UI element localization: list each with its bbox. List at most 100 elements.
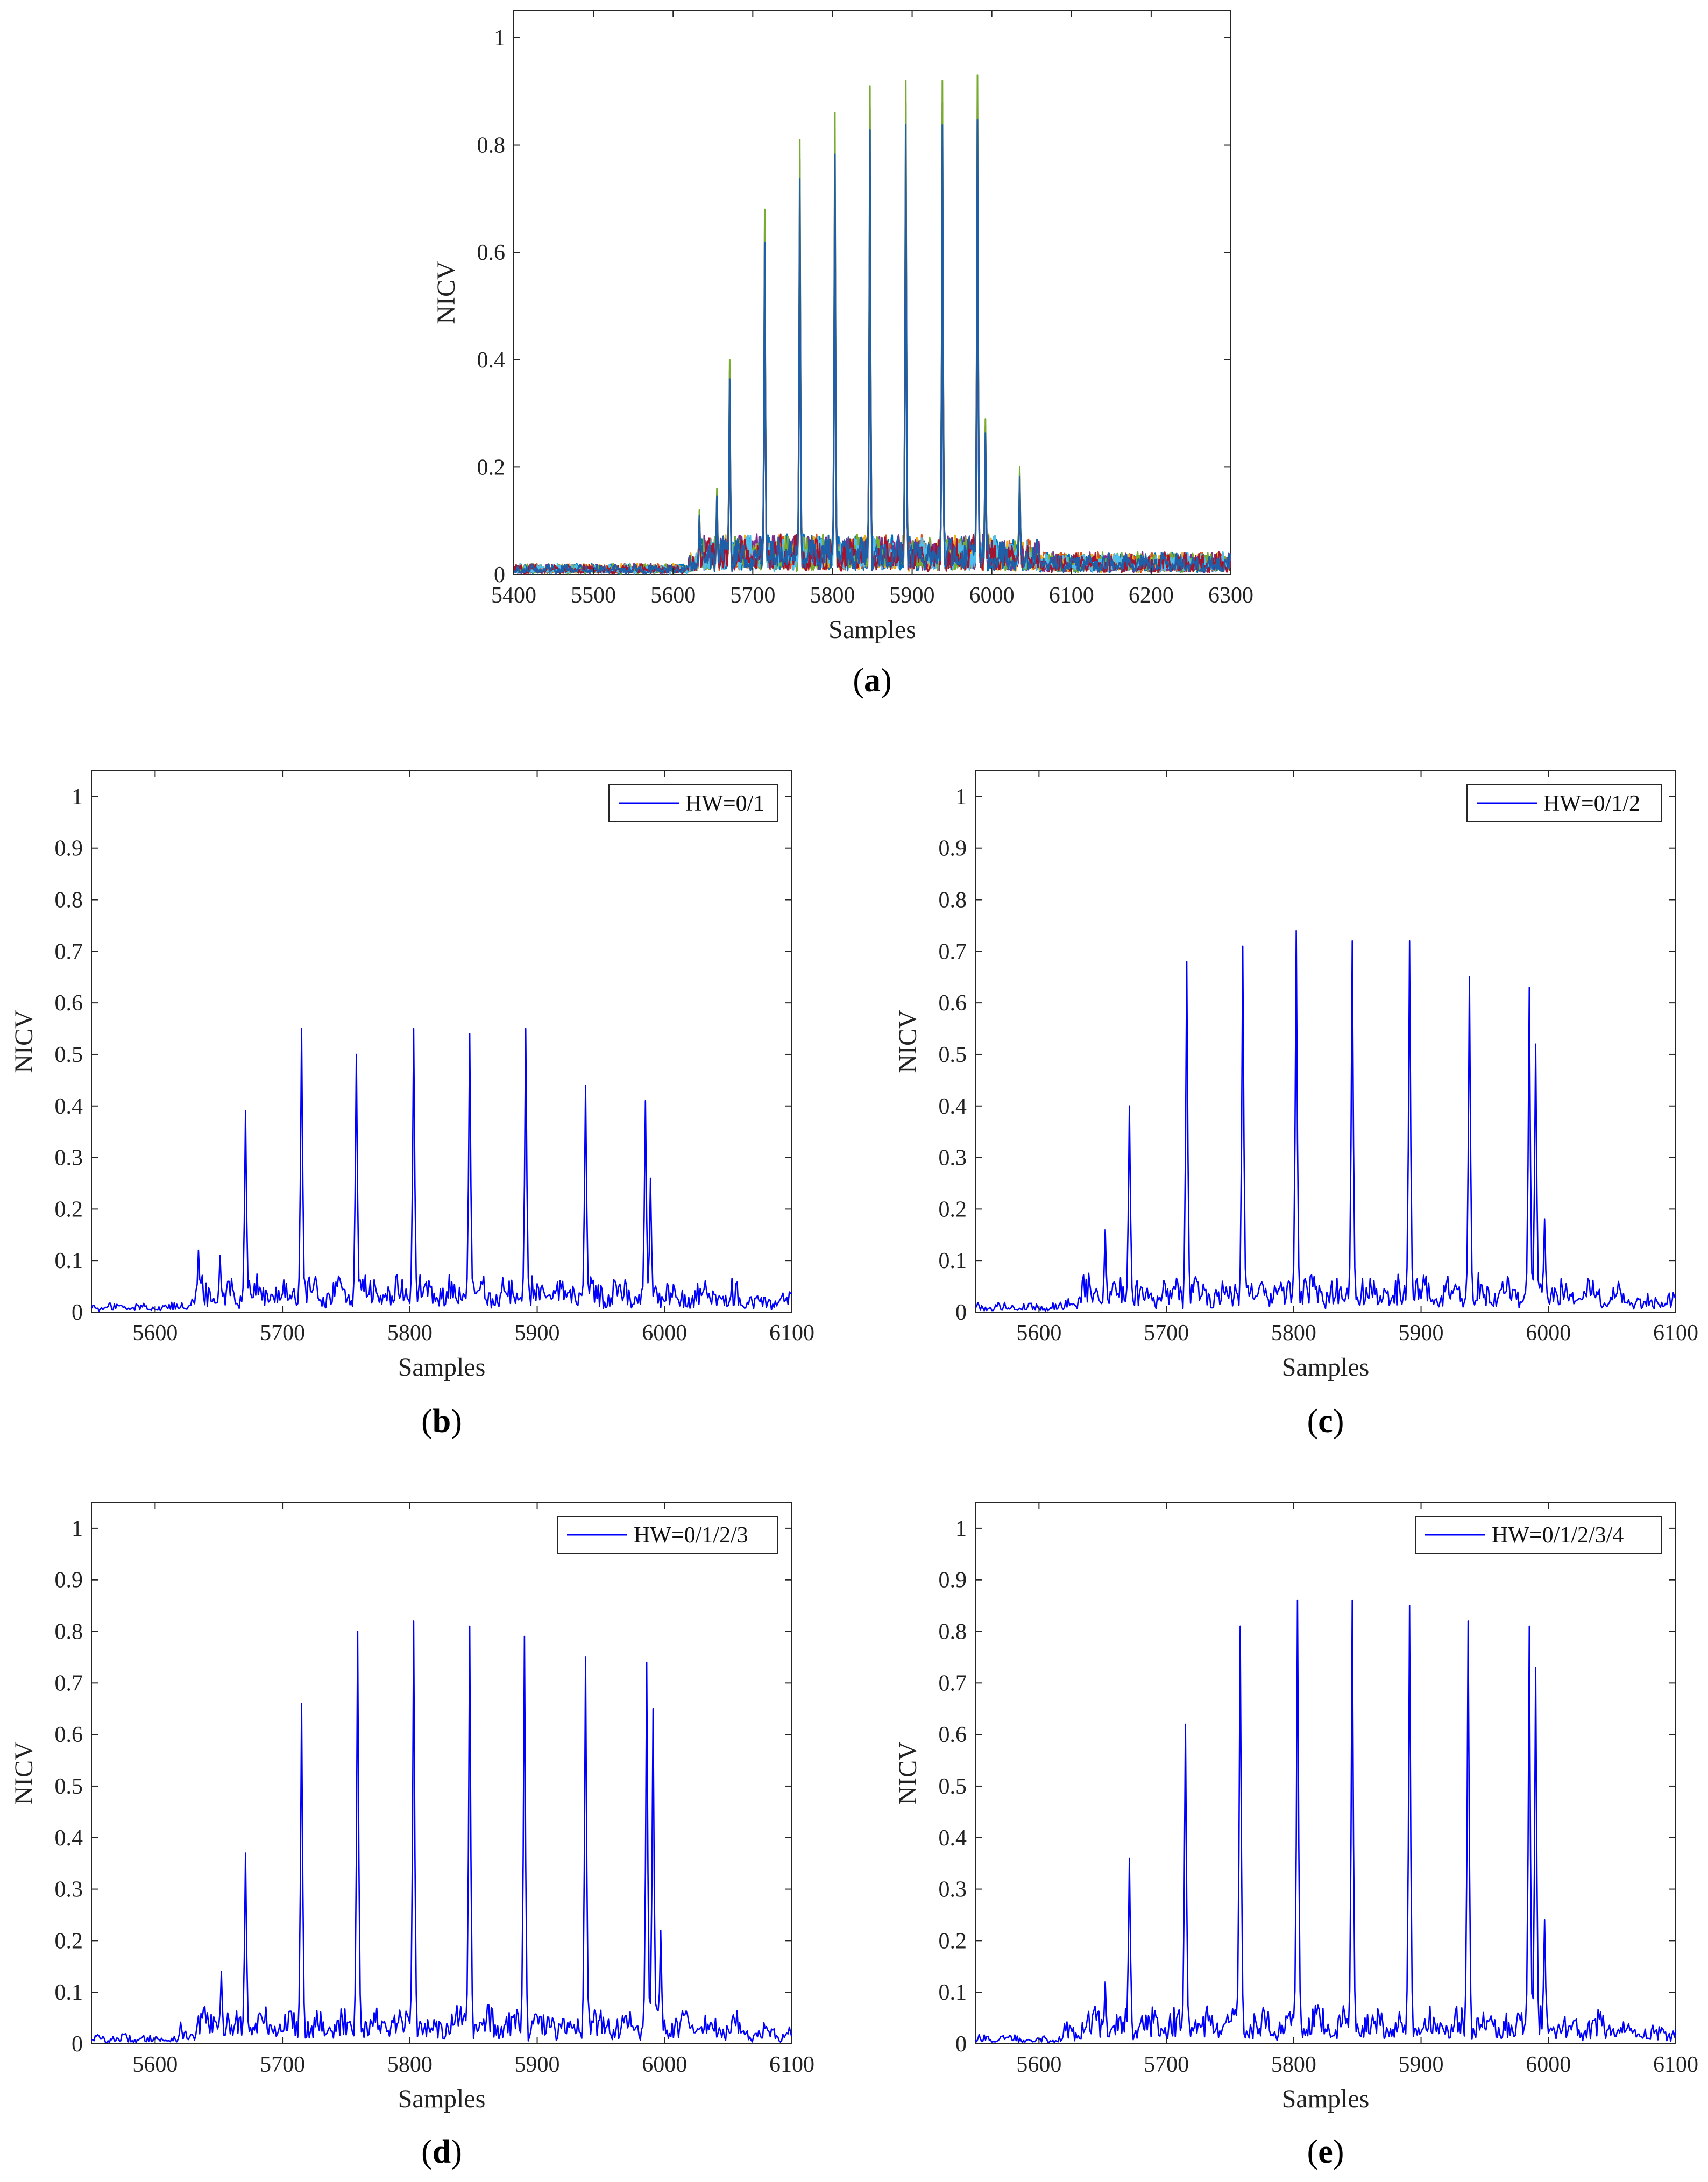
y-axis-label: NICV [894,1741,922,1805]
legend-label: HW=0/1/2/3/4 [1492,1523,1624,1548]
y-axis-label: NICV [10,1010,38,1073]
x-tick-label: 5800 [1271,2052,1316,2077]
x-tick-label: 5900 [515,1321,560,1345]
y-tick-label: 0.7 [55,939,83,964]
y-tick-label: 0.1 [55,1249,83,1273]
x-tick-label: 5800 [810,583,855,608]
y-tick-label: 0.6 [55,1723,83,1747]
x-tick-label: 5400 [491,583,536,608]
x-tick-label: 5700 [1144,1321,1189,1345]
chart-e: 5600 5700 5800 5900 6000 6100 0 0.1 0.2 0.3 0.4 0.5… [894,1502,1698,2170]
panel-caption: (c) [1307,1403,1344,1440]
plot-area [91,770,792,1313]
y-tick-label: 1 [955,785,967,810]
y-tick-label: 0.9 [939,1568,967,1593]
x-axis-label: Samples [1282,1353,1370,1382]
y-tick-label: 0.3 [55,1878,83,1902]
x-tick-label: 6100 [769,1321,814,1345]
y-axis-label: NICV [10,1741,38,1805]
legend-label: HW=0/1 [685,791,764,816]
x-tick-label: 6100 [1049,583,1094,608]
x-tick-label: 5900 [1399,2052,1444,2077]
y-tick-label: 0.1 [939,1249,967,1273]
panel-caption: (e) [1307,2134,1344,2170]
x-tick-label: 5900 [515,2052,560,2077]
y-tick-label: 0.2 [55,1197,83,1222]
x-tick-label: 5900 [1399,1321,1444,1345]
y-tick-label: 0 [955,1300,967,1325]
x-tick-label: 6000 [642,2052,687,2077]
panel-caption: (a) [853,662,891,699]
series-group [91,1028,792,1312]
y-tick-label: 1 [72,1517,83,1541]
x-tick-label: 6000 [1526,2052,1571,2077]
x-tick-label: 5700 [260,1321,305,1345]
y-tick-label: 1 [72,785,83,810]
y-tick-label: 0.5 [55,1774,83,1799]
y-tick-label: 0.5 [939,1043,967,1067]
x-tick-label: 5600 [132,2052,178,2077]
series-group [91,1620,792,2043]
y-tick-label: 0.3 [939,1146,967,1171]
x-tick-label: 6000 [1526,1321,1571,1345]
chart-a: 5400 5500 5600 5700 5800 5900 6000 6100 6200 6300… [432,10,1253,699]
x-tick-label: 5800 [387,2052,433,2077]
x-axis-label: Samples [398,1353,486,1382]
x-tick-label: 5600 [1016,1321,1061,1345]
y-tick-label: 0.8 [55,888,83,913]
series-group [514,74,1231,575]
y-tick-label: 0.2 [477,455,506,480]
plot-area [91,1502,792,2044]
panel-caption: (b) [421,1403,462,1440]
series-group [975,930,1676,1312]
panel-caption: (d) [421,2134,462,2170]
x-tick-label: 5700 [730,583,775,608]
y-tick-label: 0 [72,2032,83,2057]
legend-label: HW=0/1/2 [1543,791,1640,816]
x-tick-label: 5600 [132,1321,178,1345]
y-tick-label: 0.6 [939,991,967,1016]
y-tick-label: 0.8 [477,133,506,158]
x-tick-label: 6000 [969,583,1015,608]
y-tick-label: 0.6 [55,991,83,1016]
legend-label: HW=0/1/2/3 [634,1523,748,1548]
series-line-1 [975,1599,1676,2043]
chart-c: 5600 5700 5800 5900 6000 6100 0 0.1 0.2 0.3 0.4 0.5… [894,770,1698,1440]
y-tick-label: 0.2 [55,1929,83,1953]
y-tick-label: 0.3 [939,1878,967,1902]
y-tick-label: 0.4 [939,1094,967,1119]
y-tick-label: 0 [494,563,505,587]
y-tick-label: 0.6 [477,240,506,265]
y-tick-label: 0.5 [939,1774,967,1799]
y-tick-label: 0.8 [55,1620,83,1645]
x-axis-label: Samples [1282,2085,1370,2113]
x-tick-label: 6000 [642,1321,687,1345]
x-tick-label: 6100 [769,2052,814,2077]
x-tick-label: 6100 [1653,1321,1698,1345]
y-tick-label: 0.8 [939,1620,967,1645]
y-tick-label: 0.7 [55,1671,83,1696]
chart-d: 5600 5700 5800 5900 6000 6100 0 0.1 0.2 0.3 0.4 0.5… [10,1502,814,2170]
y-tick-label: 1 [494,26,505,51]
y-tick-label: 0.7 [939,1671,967,1696]
y-tick-label: 0.2 [939,1929,967,1953]
y-tick-label: 0.3 [55,1146,83,1171]
x-tick-label: 6200 [1129,583,1174,608]
plot-area [975,770,1676,1313]
x-tick-label: 5700 [260,2052,305,2077]
x-tick-label: 5600 [1016,2052,1061,2077]
y-tick-label: 1 [955,1517,967,1541]
y-tick-label: 0.9 [55,1568,83,1593]
plot-area [975,1502,1676,2044]
x-tick-label: 5800 [387,1321,433,1345]
y-tick-label: 0.8 [939,888,967,913]
y-axis-label: NICV [432,261,460,324]
y-tick-label: 0.4 [939,1826,967,1851]
series-line-1 [91,1028,792,1312]
y-tick-label: 0 [955,2032,967,2057]
y-tick-label: 0.9 [55,837,83,861]
y-tick-label: 0.2 [939,1197,967,1222]
series-line-1 [91,1620,792,2043]
y-tick-label: 0.5 [55,1043,83,1067]
y-tick-label: 0.9 [939,837,967,861]
